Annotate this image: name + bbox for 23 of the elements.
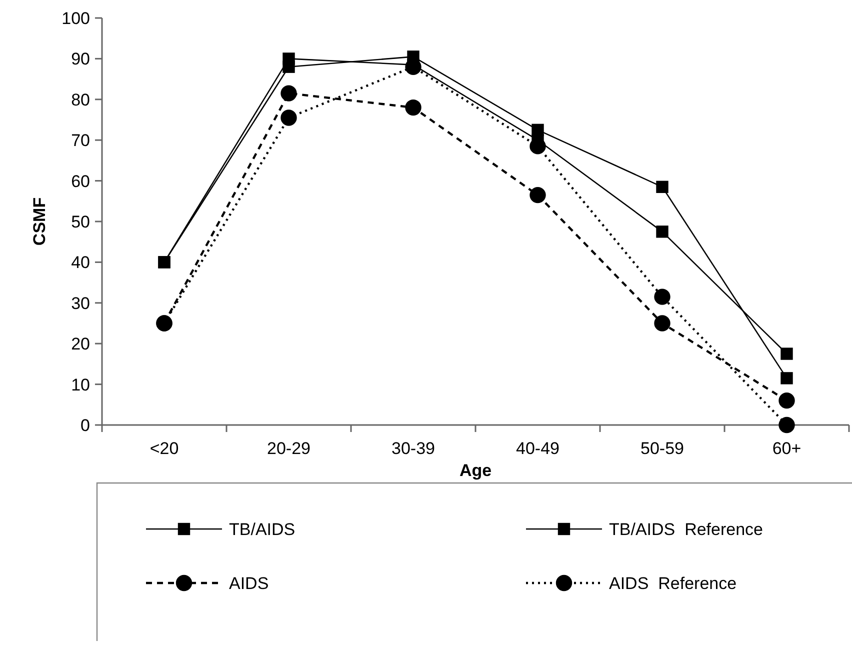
y-axis-title: CSMF: [30, 197, 49, 246]
y-tick-label: 40: [71, 253, 90, 272]
y-tick-label: 100: [62, 8, 90, 28]
x-tick-label: 40-49: [516, 439, 560, 458]
x-tick-label: 60+: [772, 439, 802, 458]
y-tick-label: 90: [71, 50, 90, 69]
y-tick-label: 80: [71, 90, 90, 110]
legend-label: AIDS: [229, 574, 269, 593]
x-tick-label: 50-59: [640, 439, 684, 458]
y-tick-label: 0: [80, 416, 90, 435]
y-tick-label: 10: [71, 375, 90, 394]
x-axis-title: Age: [459, 461, 492, 480]
x-tick-label: 20-29: [267, 439, 310, 458]
legend-label: TB/AIDS Reference: [609, 520, 764, 539]
y-tick-label: 50: [71, 212, 90, 232]
x-tick-label: <20: [150, 439, 179, 458]
x-tick-label: 30-39: [392, 439, 435, 458]
y-tick-label: 70: [71, 131, 90, 150]
y-tick-label: 20: [71, 334, 90, 354]
legend-label: AIDS Reference: [609, 574, 737, 593]
y-tick-label: 60: [71, 172, 90, 191]
legend-label: TB/AIDS: [229, 520, 296, 539]
y-tick-label: 30: [71, 294, 90, 313]
